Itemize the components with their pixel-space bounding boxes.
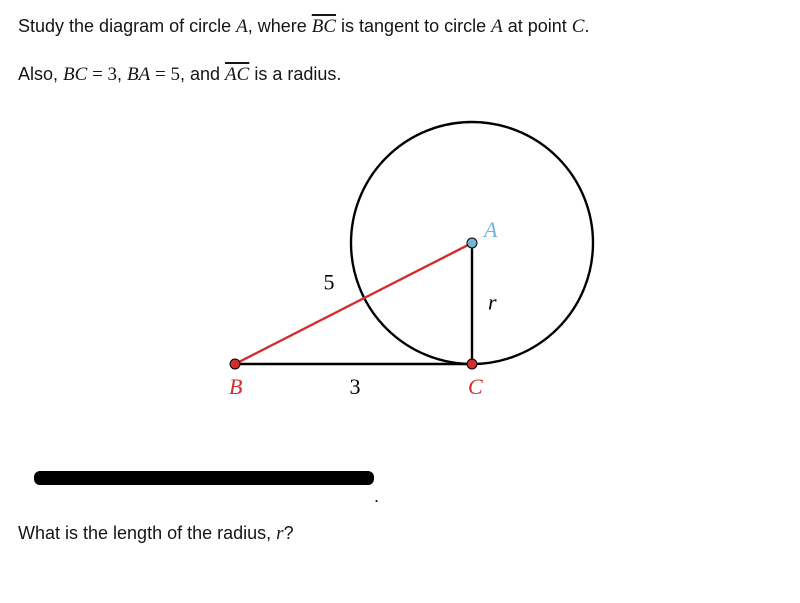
text-segment: is tangent to circle xyxy=(336,16,491,36)
problem-line-1: Study the diagram of circle A, where BC … xyxy=(18,14,782,40)
circle-tangent-diagram: A B C 5 3 r xyxy=(160,113,640,453)
redaction-row: . xyxy=(18,471,782,521)
text-segment: Study the diagram of circle xyxy=(18,16,236,36)
var-A: A xyxy=(491,16,503,37)
point-B xyxy=(230,359,240,369)
equals: = xyxy=(87,64,107,85)
segment-AC: AC xyxy=(225,64,249,85)
label-A: A xyxy=(482,217,498,242)
text-segment: Also, xyxy=(18,64,63,84)
var-BA: BA xyxy=(127,64,150,85)
text-segment: What is the length of the radius, xyxy=(18,523,276,543)
equals: = xyxy=(150,64,170,85)
value-3: 3 xyxy=(108,64,118,85)
text-segment: , and xyxy=(180,64,225,84)
text-segment: . xyxy=(584,16,589,36)
text-segment: , xyxy=(117,64,127,84)
diagram-container: A B C 5 3 r xyxy=(18,113,782,453)
problem-line-2: Also, BC = 3, BA = 5, and AC is a radius… xyxy=(18,62,782,88)
value-5: 5 xyxy=(170,64,180,85)
label-r: r xyxy=(488,290,497,315)
text-segment: ? xyxy=(284,523,294,543)
label-3: 3 xyxy=(350,374,361,399)
var-C: C xyxy=(572,16,585,37)
redacted-text xyxy=(34,471,374,485)
segment-BC: BC xyxy=(312,16,336,37)
label-5: 5 xyxy=(324,270,335,295)
question-line: What is the length of the radius, r? xyxy=(18,521,782,547)
var-BC: BC xyxy=(63,64,87,85)
point-C xyxy=(467,359,477,369)
var-A: A xyxy=(236,16,248,37)
var-r: r xyxy=(276,523,283,544)
point-A xyxy=(467,238,477,248)
problem-page: Study the diagram of circle A, where BC … xyxy=(0,0,800,561)
label-C: C xyxy=(468,374,483,399)
text-segment: is a radius. xyxy=(249,64,341,84)
text-segment: , where xyxy=(248,16,312,36)
trailing-period: . xyxy=(374,486,379,507)
label-B: B xyxy=(229,374,242,399)
text-segment: at point xyxy=(503,16,572,36)
